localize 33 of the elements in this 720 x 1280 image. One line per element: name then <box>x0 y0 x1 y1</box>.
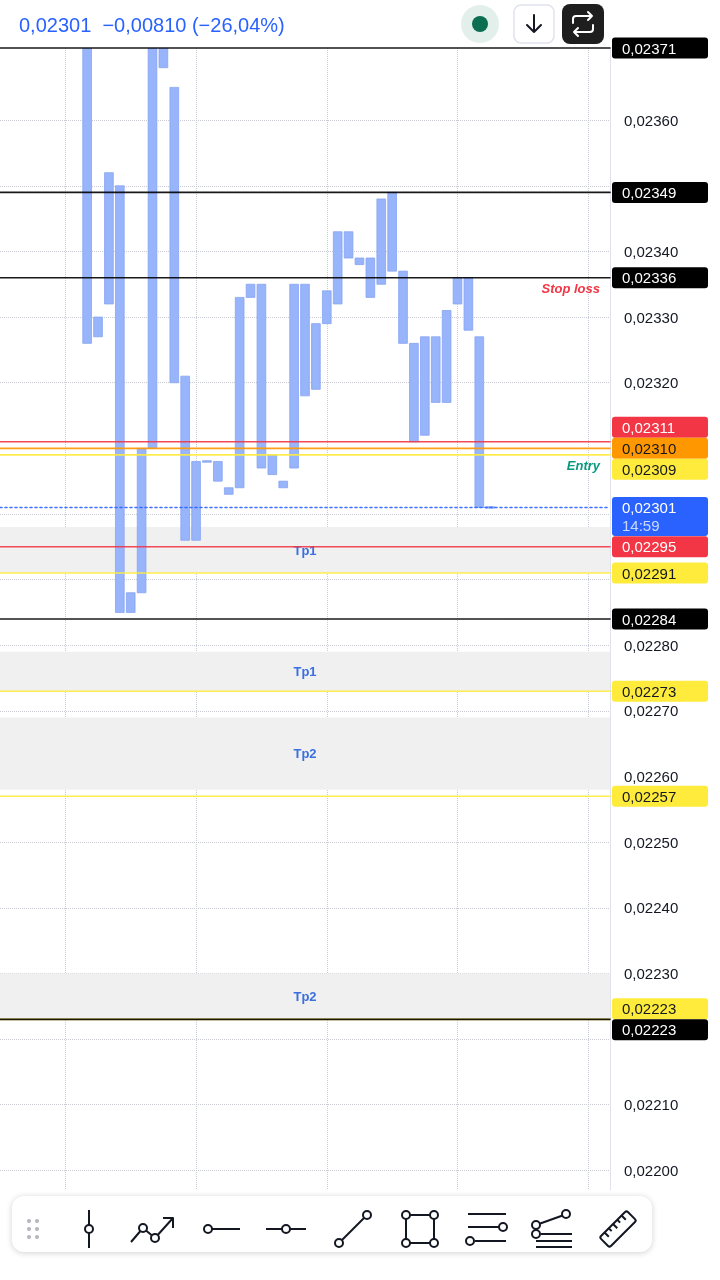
ref-line-label: 0,02310 <box>622 439 677 457</box>
annotation: Entry <box>566 457 601 473</box>
y-tick-label: 0,02210 <box>624 1096 679 1114</box>
ref-line-label: 0,02311 <box>622 418 676 436</box>
band-label: Tp1 <box>293 664 317 680</box>
band-label: Tp2 <box>293 988 317 1004</box>
band-label: Tp2 <box>293 746 317 762</box>
ref-line-label: 0,02273 <box>622 682 677 700</box>
y-tick-label: 0,02240 <box>624 899 679 917</box>
ref-line-label: 0,02349 <box>622 183 677 201</box>
band-label: Tp1 <box>293 542 317 558</box>
chart-subtitle: 0,02301 −0,00810 (−26,04%) <box>19 14 285 36</box>
ref-line-label: 0,02295 <box>622 538 677 556</box>
y-tick-label: 0,02330 <box>624 308 679 326</box>
y-tick-label: 0,02280 <box>624 636 679 654</box>
y-tick-label: 0,02270 <box>624 702 679 720</box>
y-tick-label: 0,02260 <box>624 768 679 786</box>
y-tick-label: 0,02320 <box>624 374 679 392</box>
ref-line-label: 0,02309 <box>622 460 677 478</box>
y-tick-label: 0,02360 <box>624 111 679 129</box>
annotation: Stop loss <box>541 280 600 296</box>
y-tick-label: 0,02200 <box>624 1161 679 1179</box>
ref-line-label: 0,02371 <box>622 39 677 57</box>
y-tick-label: 0,02250 <box>624 833 679 851</box>
ref-line-label: 0,02284 <box>622 610 677 628</box>
ref-line-label: 0,02223 <box>622 1000 677 1018</box>
ref-line-label: 0,02291 <box>622 564 677 582</box>
ref-line-label: 0,02257 <box>622 787 677 805</box>
ref-line-label: 0,02336 <box>622 269 677 287</box>
y-tick-label: 0,02340 <box>624 242 679 260</box>
ref-line-label: 0,02223 <box>622 1021 677 1039</box>
ref-line-label: 0,02301 14:59 <box>622 498 677 534</box>
y-tick-label: 0,02230 <box>624 964 679 982</box>
